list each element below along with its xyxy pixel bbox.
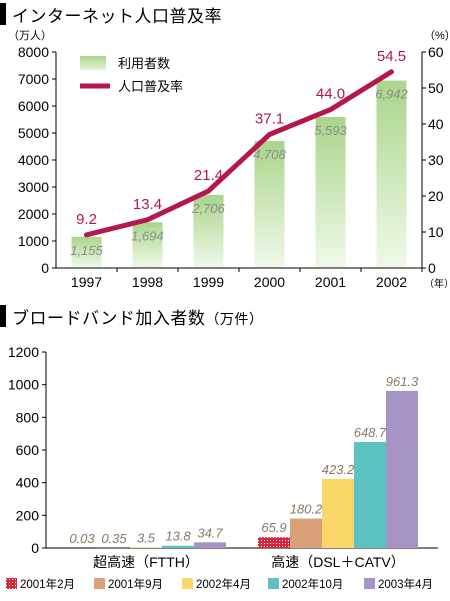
bar-value-label: 5,593 <box>314 123 347 138</box>
chart1-title: インターネット人口普及率 <box>0 2 222 27</box>
chart2-title-text: ブロードバンド加入者数（万件） <box>12 304 263 329</box>
right-tick-label: 60 <box>428 44 444 60</box>
title-marker <box>0 305 6 327</box>
left-tick-label: 8000 <box>18 44 49 60</box>
y-tick-label: 800 <box>16 409 40 425</box>
bar-value-label: 65.9 <box>261 520 286 535</box>
y-tick-label: 1200 <box>8 344 39 360</box>
y-tick-label: 600 <box>16 442 40 458</box>
left-tick-label: 5000 <box>18 125 49 141</box>
legend-swatch-bar <box>80 56 106 70</box>
line-value-label: 13.4 <box>133 196 162 213</box>
bar-2001年9月-1 <box>290 518 322 548</box>
left-tick-label: 4000 <box>18 152 49 168</box>
chart2-title-unit: （万件） <box>205 311 264 328</box>
bar-value-label: 2,706 <box>191 201 225 216</box>
legend-swatch <box>268 578 279 589</box>
chart2-title: ブロードバンド加入者数（万件） <box>0 304 263 329</box>
bar-value-label: 0.35 <box>101 531 127 546</box>
bar-2002年10月-1 <box>354 442 386 548</box>
x-tick-label: 2000 <box>254 274 285 290</box>
legend-swatch <box>182 578 193 589</box>
x-axis-unit: （年） <box>424 277 450 290</box>
x-tick-label: 1999 <box>193 274 224 290</box>
title-marker <box>0 3 6 25</box>
bar-value-label: 648.7 <box>354 425 387 440</box>
bar-value-label: 4,708 <box>253 147 286 162</box>
line-value-label: 37.1 <box>255 110 284 127</box>
right-tick-label: 30 <box>428 152 444 168</box>
x-category-label: 超高速（FTTH） <box>93 554 199 570</box>
legend-label: 2003年4月 <box>378 577 433 591</box>
bar-2002年10月-0 <box>162 545 194 548</box>
internet-population-chart: （万人） （%） 0 1000 2000 3000 4000 5000 6000 7000 80… <box>8 29 450 290</box>
bar-users-2000 <box>254 140 285 268</box>
legend-swatch <box>364 578 375 589</box>
bar-users-1999 <box>193 194 224 268</box>
left-tick-label: 6000 <box>18 98 49 114</box>
legend-swatch <box>6 578 17 589</box>
bar-value-label: 961.3 <box>386 374 419 389</box>
x-category-label: 高速（DSL＋CATV） <box>271 554 405 570</box>
y-tick-label: 0 <box>31 540 39 556</box>
bar-users-2001 <box>315 116 346 268</box>
line-value-label: 21.4 <box>194 167 223 184</box>
bar-value-label: 423.2 <box>322 462 355 477</box>
left-tick-label: 1000 <box>18 233 49 249</box>
bar-users-1997 <box>71 236 102 268</box>
chart1-title-text: インターネット人口普及率 <box>12 6 222 27</box>
bar-value-label: 1,155 <box>70 243 103 258</box>
right-tick-label: 10 <box>428 224 444 240</box>
bar-value-label: 3.5 <box>137 530 156 545</box>
left-tick-label: 2000 <box>18 206 49 222</box>
bar-value-label: 0.03 <box>69 531 95 546</box>
legend-label: 2001年2月 <box>20 577 75 591</box>
broadband-subscribers-chart: 0 200 400 600 800 1000 1200 超高速（FTTH） 高速（DSL＋CAT… <box>6 344 438 591</box>
line-value-label: 9.2 <box>76 211 97 228</box>
bar-value-label: 1,694 <box>131 228 164 243</box>
legend-swatch <box>94 578 105 589</box>
right-tick-label: 50 <box>428 80 444 96</box>
line-penetration-rate <box>84 69 394 238</box>
line-value-label: 44.0 <box>316 86 345 103</box>
legend-label: 2002年4月 <box>196 577 251 591</box>
bar-2003年4月-0 <box>194 542 226 548</box>
bar-users-2002 <box>376 80 407 268</box>
bar-value-label: 34.7 <box>197 525 223 540</box>
right-tick-label: 40 <box>428 116 444 132</box>
y-tick-label: 200 <box>16 507 40 523</box>
line-value-label: 54.5 <box>377 48 406 65</box>
bar-2001年2月-1 <box>258 537 290 548</box>
bar-value-label: 13.8 <box>165 529 191 544</box>
right-tick-label: 0 <box>428 260 436 276</box>
y-tick-label: 1000 <box>8 377 39 393</box>
legend-label: 2001年9月 <box>108 577 163 591</box>
x-tick-label: 1998 <box>132 274 163 290</box>
bar-users-1998 <box>132 222 163 268</box>
legend-label: 2002年10月 <box>282 577 343 591</box>
legend-label-line: 人口普及率 <box>118 79 183 94</box>
x-tick-label: 2001 <box>315 274 346 290</box>
left-axis-unit: （万人） <box>8 29 52 42</box>
bar-2002年4月-1 <box>322 478 354 548</box>
left-tick-label: 3000 <box>18 179 49 195</box>
left-tick-label: 7000 <box>18 71 49 87</box>
right-axis-unit: （%） <box>424 29 450 42</box>
bar-2002年4月-0 <box>130 547 162 548</box>
bar-2003年4月-1 <box>386 390 418 548</box>
x-tick-label: 1997 <box>71 274 102 290</box>
chart2-title-main: ブロードバンド加入者数 <box>12 308 206 329</box>
legend-label-bar: 利用者数 <box>118 56 170 71</box>
bar-value-label: 6,942 <box>375 87 408 102</box>
left-tick-label: 0 <box>41 260 49 276</box>
x-tick-label: 2002 <box>376 274 407 290</box>
bar-value-label: 180.2 <box>290 502 323 517</box>
right-tick-label: 20 <box>428 188 444 204</box>
y-tick-label: 400 <box>16 475 40 491</box>
